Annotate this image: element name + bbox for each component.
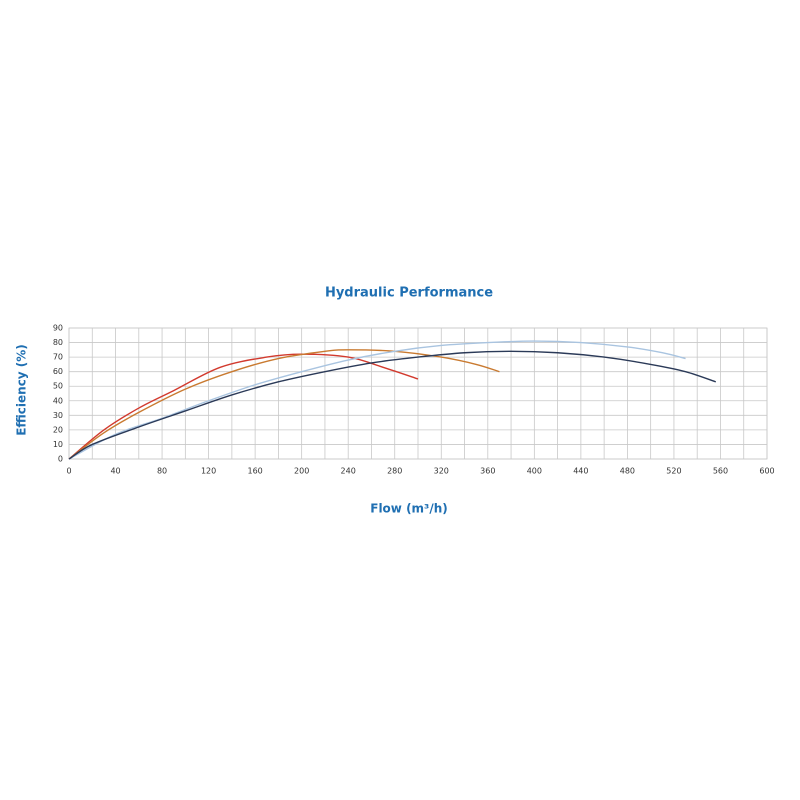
x-tick-label: 400 <box>527 467 542 476</box>
x-axis-label: Flow (m³/h) <box>370 502 447 516</box>
series-line <box>68 340 686 460</box>
x-tick-label: 480 <box>620 467 635 476</box>
x-tick-label: 360 <box>480 467 495 476</box>
y-tick-label: 40 <box>53 396 63 405</box>
x-tick-label: 280 <box>387 467 402 476</box>
y-axis-label: Efficiency (%) <box>15 344 29 436</box>
y-tick-label: 70 <box>53 353 63 362</box>
x-tick-label: 440 <box>573 467 588 476</box>
chart-title: Hydraulic Performance <box>325 286 493 301</box>
series-line <box>68 353 419 460</box>
x-tick-label: 600 <box>759 467 774 476</box>
series-line <box>68 349 500 460</box>
x-tick-label: 160 <box>247 467 262 476</box>
y-tick-label: 50 <box>53 382 63 391</box>
y-tick-label: 0 <box>58 455 63 464</box>
x-tick-label: 80 <box>157 467 167 476</box>
y-tick-label: 20 <box>53 425 63 434</box>
x-tick-label: 120 <box>201 467 216 476</box>
y-tick-label: 60 <box>53 367 63 376</box>
y-tick-label: 80 <box>53 338 63 347</box>
y-tick-label: 90 <box>53 324 63 333</box>
x-tick-label: 200 <box>294 467 309 476</box>
y-tick-label: 10 <box>53 440 63 449</box>
series-line <box>68 350 717 460</box>
x-tick-label: 0 <box>66 467 71 476</box>
x-tick-label: 560 <box>713 467 728 476</box>
y-tick-label: 30 <box>53 411 63 420</box>
x-tick-label: 520 <box>666 467 681 476</box>
x-tick-label: 320 <box>434 467 449 476</box>
x-tick-label: 40 <box>110 467 120 476</box>
x-tick-label: 240 <box>341 467 356 476</box>
